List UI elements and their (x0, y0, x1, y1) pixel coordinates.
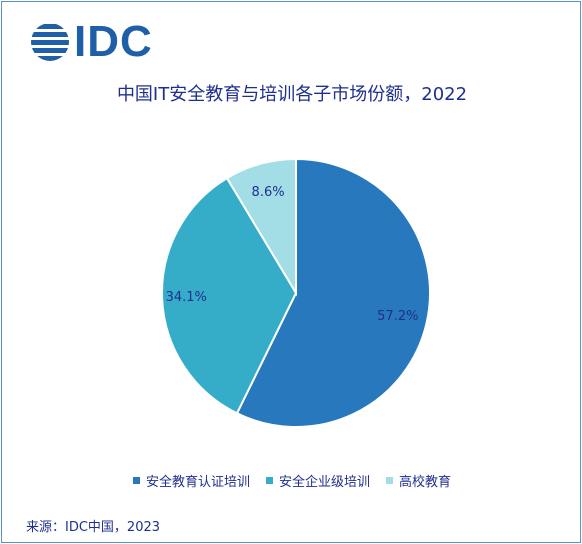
idc-logo: IDC (30, 18, 153, 66)
legend-label: 安全教育认证培训 (145, 475, 250, 490)
data-label: 8.6% (252, 185, 285, 200)
data-label: 34.1% (166, 290, 207, 305)
legend-item: 高校教育 (386, 471, 451, 490)
pie-chart: 57.2% 34.1% 8.6% (161, 157, 431, 428)
data-label: 57.2% (377, 309, 418, 324)
legend-label: 安全企业级培训 (278, 475, 370, 490)
pie-slice (235, 157, 431, 428)
source-note: 来源：IDC中国，2023 (26, 520, 161, 535)
pie-slice (225, 157, 297, 297)
pie-slice (161, 176, 298, 415)
idc-globe-icon (31, 24, 69, 61)
chart-title: 中国IT安全教育与培训各子市场份额，2022 (116, 84, 468, 105)
legend-item: 安全教育认证培训 (132, 471, 250, 490)
legend-swatch (386, 477, 393, 484)
legend-item: 安全企业级培训 (265, 471, 370, 490)
legend-swatch (132, 477, 140, 484)
legend-swatch (265, 477, 273, 484)
legend-label: 高校教育 (399, 475, 452, 490)
chart-legend: 安全教育认证培训 安全企业级培训 高校教育 (2, 471, 582, 490)
logo-text: IDC (74, 17, 153, 66)
